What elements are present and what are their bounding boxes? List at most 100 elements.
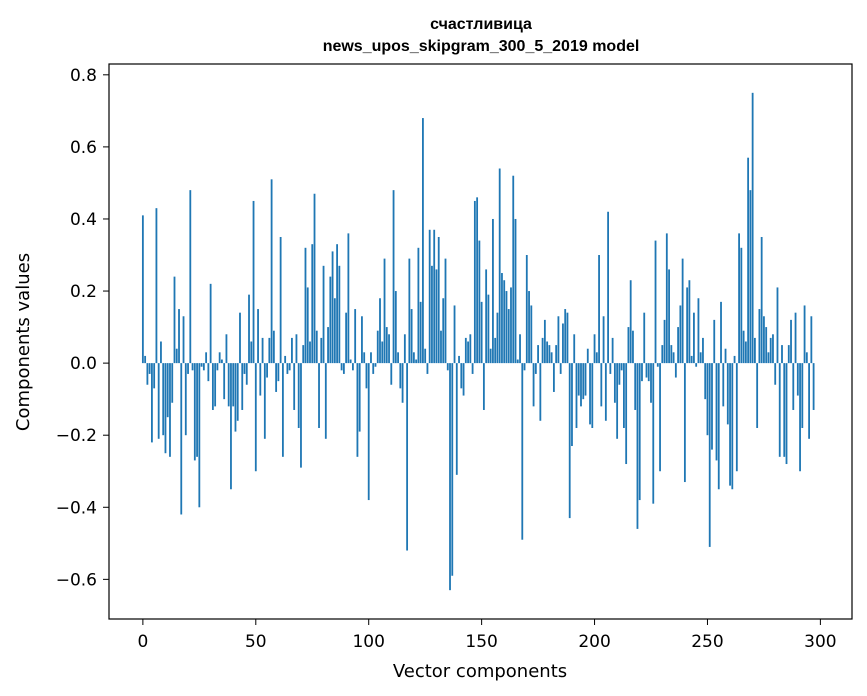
bar [480,301,483,364]
bar [625,363,628,465]
bar [778,363,781,457]
bar [724,348,727,364]
bar [747,157,750,364]
bar [695,363,698,367]
bar [600,363,603,407]
bar [785,363,788,465]
bar [279,236,282,364]
bar [218,352,221,364]
bar [248,294,250,364]
bar [385,327,388,364]
bars [141,92,815,591]
bar [442,298,445,364]
bar [650,363,652,403]
bar [510,287,512,364]
bar [476,197,479,364]
bar [763,316,765,364]
bar [715,363,718,461]
bar [744,341,747,364]
y-axis-label: Components values [13,253,34,431]
bar [347,233,350,364]
bar [281,363,284,457]
bar [679,305,682,364]
bar [781,345,783,364]
bar [422,118,424,364]
bar [412,352,415,364]
bar [232,363,235,407]
bar [313,193,316,364]
bar [245,363,248,385]
bar [627,327,630,364]
bar [582,363,585,400]
bar [595,352,598,364]
bar [286,363,289,374]
bar [180,363,183,515]
bar [713,319,716,364]
bar [148,363,151,374]
bar [252,200,255,364]
bar [790,319,792,364]
bar [196,363,198,457]
bar [169,363,171,457]
bar [503,280,506,364]
bar [207,363,210,382]
bar [424,348,427,364]
bar [277,363,280,382]
bar [243,363,246,374]
bar [175,348,178,364]
bar [629,280,632,364]
bar [446,363,449,371]
bar [634,363,637,410]
bar [270,179,273,364]
bar [677,327,680,364]
x-axis-ticks: 0 50 100 150 200 250 300 [137,619,837,652]
bar [616,363,619,439]
bar [356,363,359,457]
bar [171,363,174,403]
bar [489,348,492,364]
bar [756,363,759,428]
bar [641,363,643,382]
bar [740,247,743,364]
bar [593,334,596,364]
bar [720,301,722,364]
bar [618,363,621,385]
bar [478,240,481,364]
bar [492,218,494,364]
bar [571,363,573,447]
bar [315,330,318,364]
bar [632,330,634,364]
bar [589,363,591,425]
x-tick-label: 50 [245,632,267,652]
bar [331,251,334,364]
bar [519,334,521,364]
bar [370,352,372,364]
bar [200,363,203,367]
bar [266,363,268,378]
bar [268,337,271,364]
bar [327,327,329,364]
bar [365,363,368,389]
bar [239,312,241,364]
bar [530,305,533,364]
bar [638,363,641,501]
bar [345,312,348,364]
bar [361,316,363,364]
bar [568,363,571,519]
bar [403,334,406,364]
bar [410,309,413,364]
bar [722,363,725,407]
bar [663,319,666,364]
x-tick-label: 100 [352,632,384,652]
bar [738,233,740,364]
bar [458,355,460,364]
bar [221,359,223,364]
bar [717,363,720,490]
bar [735,363,738,472]
bar [607,211,609,364]
bar [302,345,305,364]
bar [602,316,605,364]
bar [796,363,799,396]
bar [164,363,167,454]
bar [507,309,510,364]
